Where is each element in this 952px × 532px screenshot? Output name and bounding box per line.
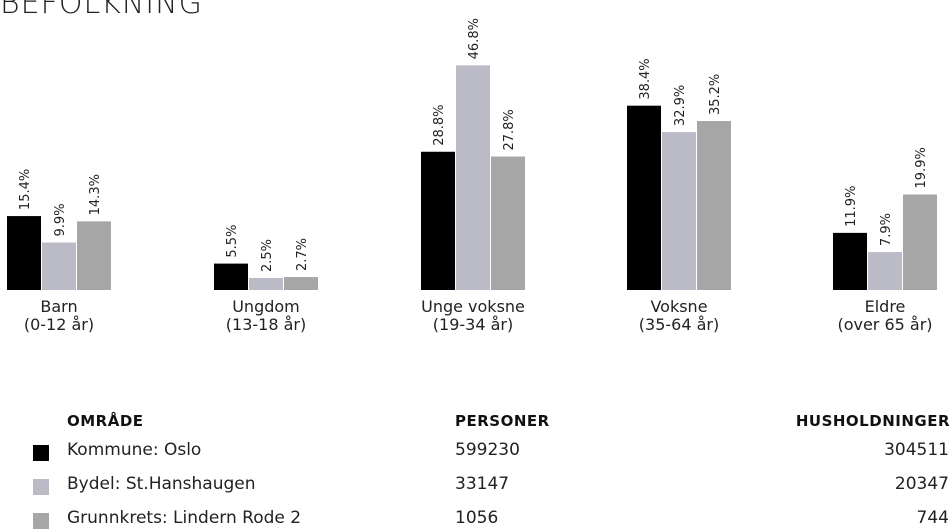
category-label: Unge voksne bbox=[421, 297, 525, 316]
category-label: (35-64 år) bbox=[639, 315, 719, 334]
data-label: 38.4% bbox=[638, 58, 653, 99]
table-row: Grunnkrets: Lindern Rode 2 1056 744 bbox=[0, 506, 952, 532]
bar-0-2 bbox=[77, 221, 111, 290]
header-persons: PERSONER bbox=[455, 412, 550, 430]
row-persons: 599230 bbox=[455, 440, 520, 460]
bar-0-1 bbox=[42, 242, 76, 290]
bar-2-2 bbox=[491, 156, 525, 290]
data-label: 32.9% bbox=[673, 85, 688, 126]
legend-table: OMRÅDE PERSONER HUSHOLDNINGER Kommune: O… bbox=[0, 412, 952, 529]
data-label: 7.9% bbox=[879, 213, 894, 246]
bar-3-1 bbox=[662, 132, 696, 290]
data-label: 27.8% bbox=[502, 109, 517, 150]
header-area: OMRÅDE bbox=[67, 412, 144, 430]
bar-2-1 bbox=[456, 65, 490, 290]
row-area: Kommune: Oslo bbox=[67, 440, 202, 460]
legend-swatch-bydel bbox=[33, 479, 49, 495]
bar-1-0 bbox=[214, 263, 248, 290]
row-households: 304511 bbox=[884, 440, 949, 460]
chart-title: BEFOLKNING bbox=[0, 0, 203, 21]
data-label: 46.8% bbox=[467, 18, 482, 59]
bar-0-0 bbox=[7, 216, 41, 290]
bar-2-0 bbox=[421, 151, 455, 290]
row-persons: 33147 bbox=[455, 474, 510, 494]
row-persons: 1056 bbox=[455, 508, 499, 528]
row-area: Grunnkrets: Lindern Rode 2 bbox=[67, 508, 302, 528]
data-label: 11.9% bbox=[844, 186, 859, 227]
bar-1-2 bbox=[284, 277, 318, 290]
bar-3-0 bbox=[627, 105, 661, 291]
bar-4-1 bbox=[868, 252, 902, 290]
data-label: 14.3% bbox=[88, 174, 103, 215]
bar-4-2 bbox=[903, 194, 937, 290]
bar-3-2 bbox=[697, 121, 731, 290]
category-label: (13-18 år) bbox=[226, 315, 306, 334]
data-label: 35.2% bbox=[708, 74, 723, 115]
table-row: Bydel: St.Hanshaugen 33147 20347 bbox=[0, 472, 952, 498]
data-label: 5.5% bbox=[225, 225, 240, 258]
row-area: Bydel: St.Hanshaugen bbox=[67, 474, 256, 494]
category-label: (0-12 år) bbox=[24, 315, 94, 334]
legend-swatch-grunnkrets bbox=[33, 513, 49, 529]
category-label: (19-34 år) bbox=[433, 315, 513, 334]
row-households: 744 bbox=[916, 508, 949, 528]
header-households: HUSHOLDNINGER bbox=[795, 412, 950, 430]
bar-4-0 bbox=[833, 232, 867, 290]
category-label: Eldre bbox=[865, 297, 906, 316]
category-label: Voksne bbox=[650, 297, 707, 316]
data-label: 28.8% bbox=[432, 104, 447, 145]
data-label: 9.9% bbox=[53, 203, 68, 236]
category-label: (over 65 år) bbox=[837, 315, 932, 334]
category-label: Barn bbox=[40, 297, 77, 316]
legend-swatch-kommune bbox=[33, 445, 49, 461]
row-households: 20347 bbox=[894, 474, 949, 494]
bar-chart: 15.4% 9.9% 14.3% Barn(0-12 år) 5.5% 2.5% 2.7% U… bbox=[7, 18, 937, 334]
data-label: 15.4% bbox=[18, 169, 33, 210]
data-label: 19.9% bbox=[914, 147, 929, 188]
data-label: 2.7% bbox=[295, 238, 310, 271]
table-row: Kommune: Oslo 599230 304511 bbox=[0, 438, 952, 464]
category-label: Ungdom bbox=[232, 297, 300, 316]
data-label: 2.5% bbox=[260, 239, 275, 272]
bar-1-1 bbox=[249, 278, 283, 290]
